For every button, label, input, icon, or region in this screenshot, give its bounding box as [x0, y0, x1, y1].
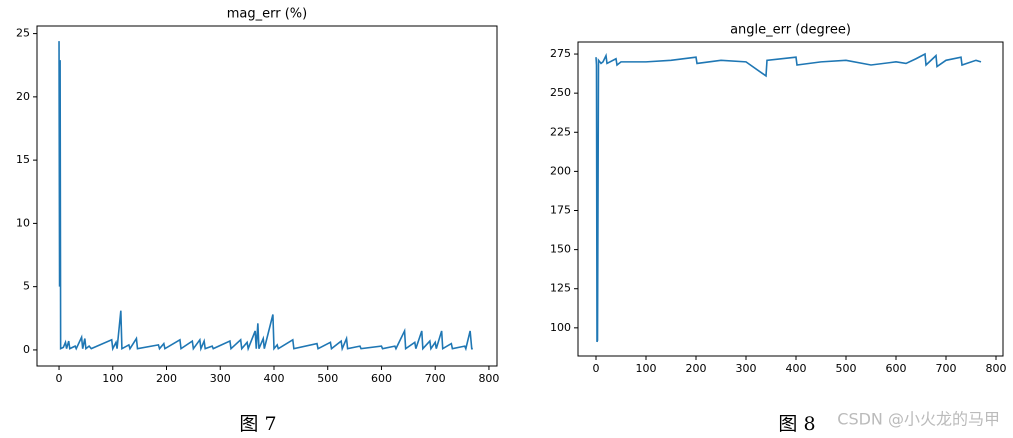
caption: 图 8 [778, 413, 815, 435]
x-tick-label: 800 [478, 372, 499, 385]
data-line [58, 41, 473, 352]
chart-title: mag_err (%) [227, 7, 307, 22]
caption: 图 7 [239, 413, 276, 435]
x-tick-label: 500 [317, 372, 338, 385]
x-tick-label: 700 [425, 372, 446, 385]
y-tick-label: 225 [550, 125, 571, 138]
axes-frame [577, 41, 1004, 357]
x-tick-label: 400 [786, 362, 807, 375]
y-tick-label: 5 [23, 280, 30, 293]
x-tick-label: 100 [102, 372, 123, 385]
y-tick-label: 125 [550, 282, 571, 295]
y-tick-label: 200 [550, 164, 571, 177]
x-tick-label: 400 [263, 372, 284, 385]
x-tick-label: 100 [636, 362, 657, 375]
y-tick-label: 10 [16, 216, 30, 229]
x-tick-label: 700 [936, 362, 957, 375]
y-tick-label: 20 [16, 90, 30, 103]
y-tick-label: 150 [550, 243, 571, 256]
chart-title: angle_err (degree) [730, 23, 851, 38]
y-tick-label: 100 [550, 321, 571, 334]
x-tick-label: 600 [371, 372, 392, 385]
y-tick-label: 15 [16, 153, 30, 166]
x-tick-label: 200 [156, 372, 177, 385]
y-tick-label: 175 [550, 203, 571, 216]
x-tick-label: 0 [593, 362, 600, 375]
x-tick-label: 600 [886, 362, 907, 375]
data-line [595, 52, 982, 343]
x-tick-label: 800 [986, 362, 1007, 375]
y-tick-label: 25 [16, 27, 30, 40]
x-tick-label: 200 [686, 362, 707, 375]
x-tick-label: 300 [736, 362, 757, 375]
x-tick-label: 300 [210, 372, 231, 385]
y-tick-label: 275 [550, 47, 571, 60]
watermark: CSDN @小火龙的马甲 [837, 410, 1000, 429]
axes-frame [36, 25, 498, 367]
x-tick-label: 0 [56, 372, 63, 385]
y-tick-label: 250 [550, 86, 571, 99]
x-tick-label: 500 [836, 362, 857, 375]
y-tick-label: 0 [23, 343, 30, 356]
